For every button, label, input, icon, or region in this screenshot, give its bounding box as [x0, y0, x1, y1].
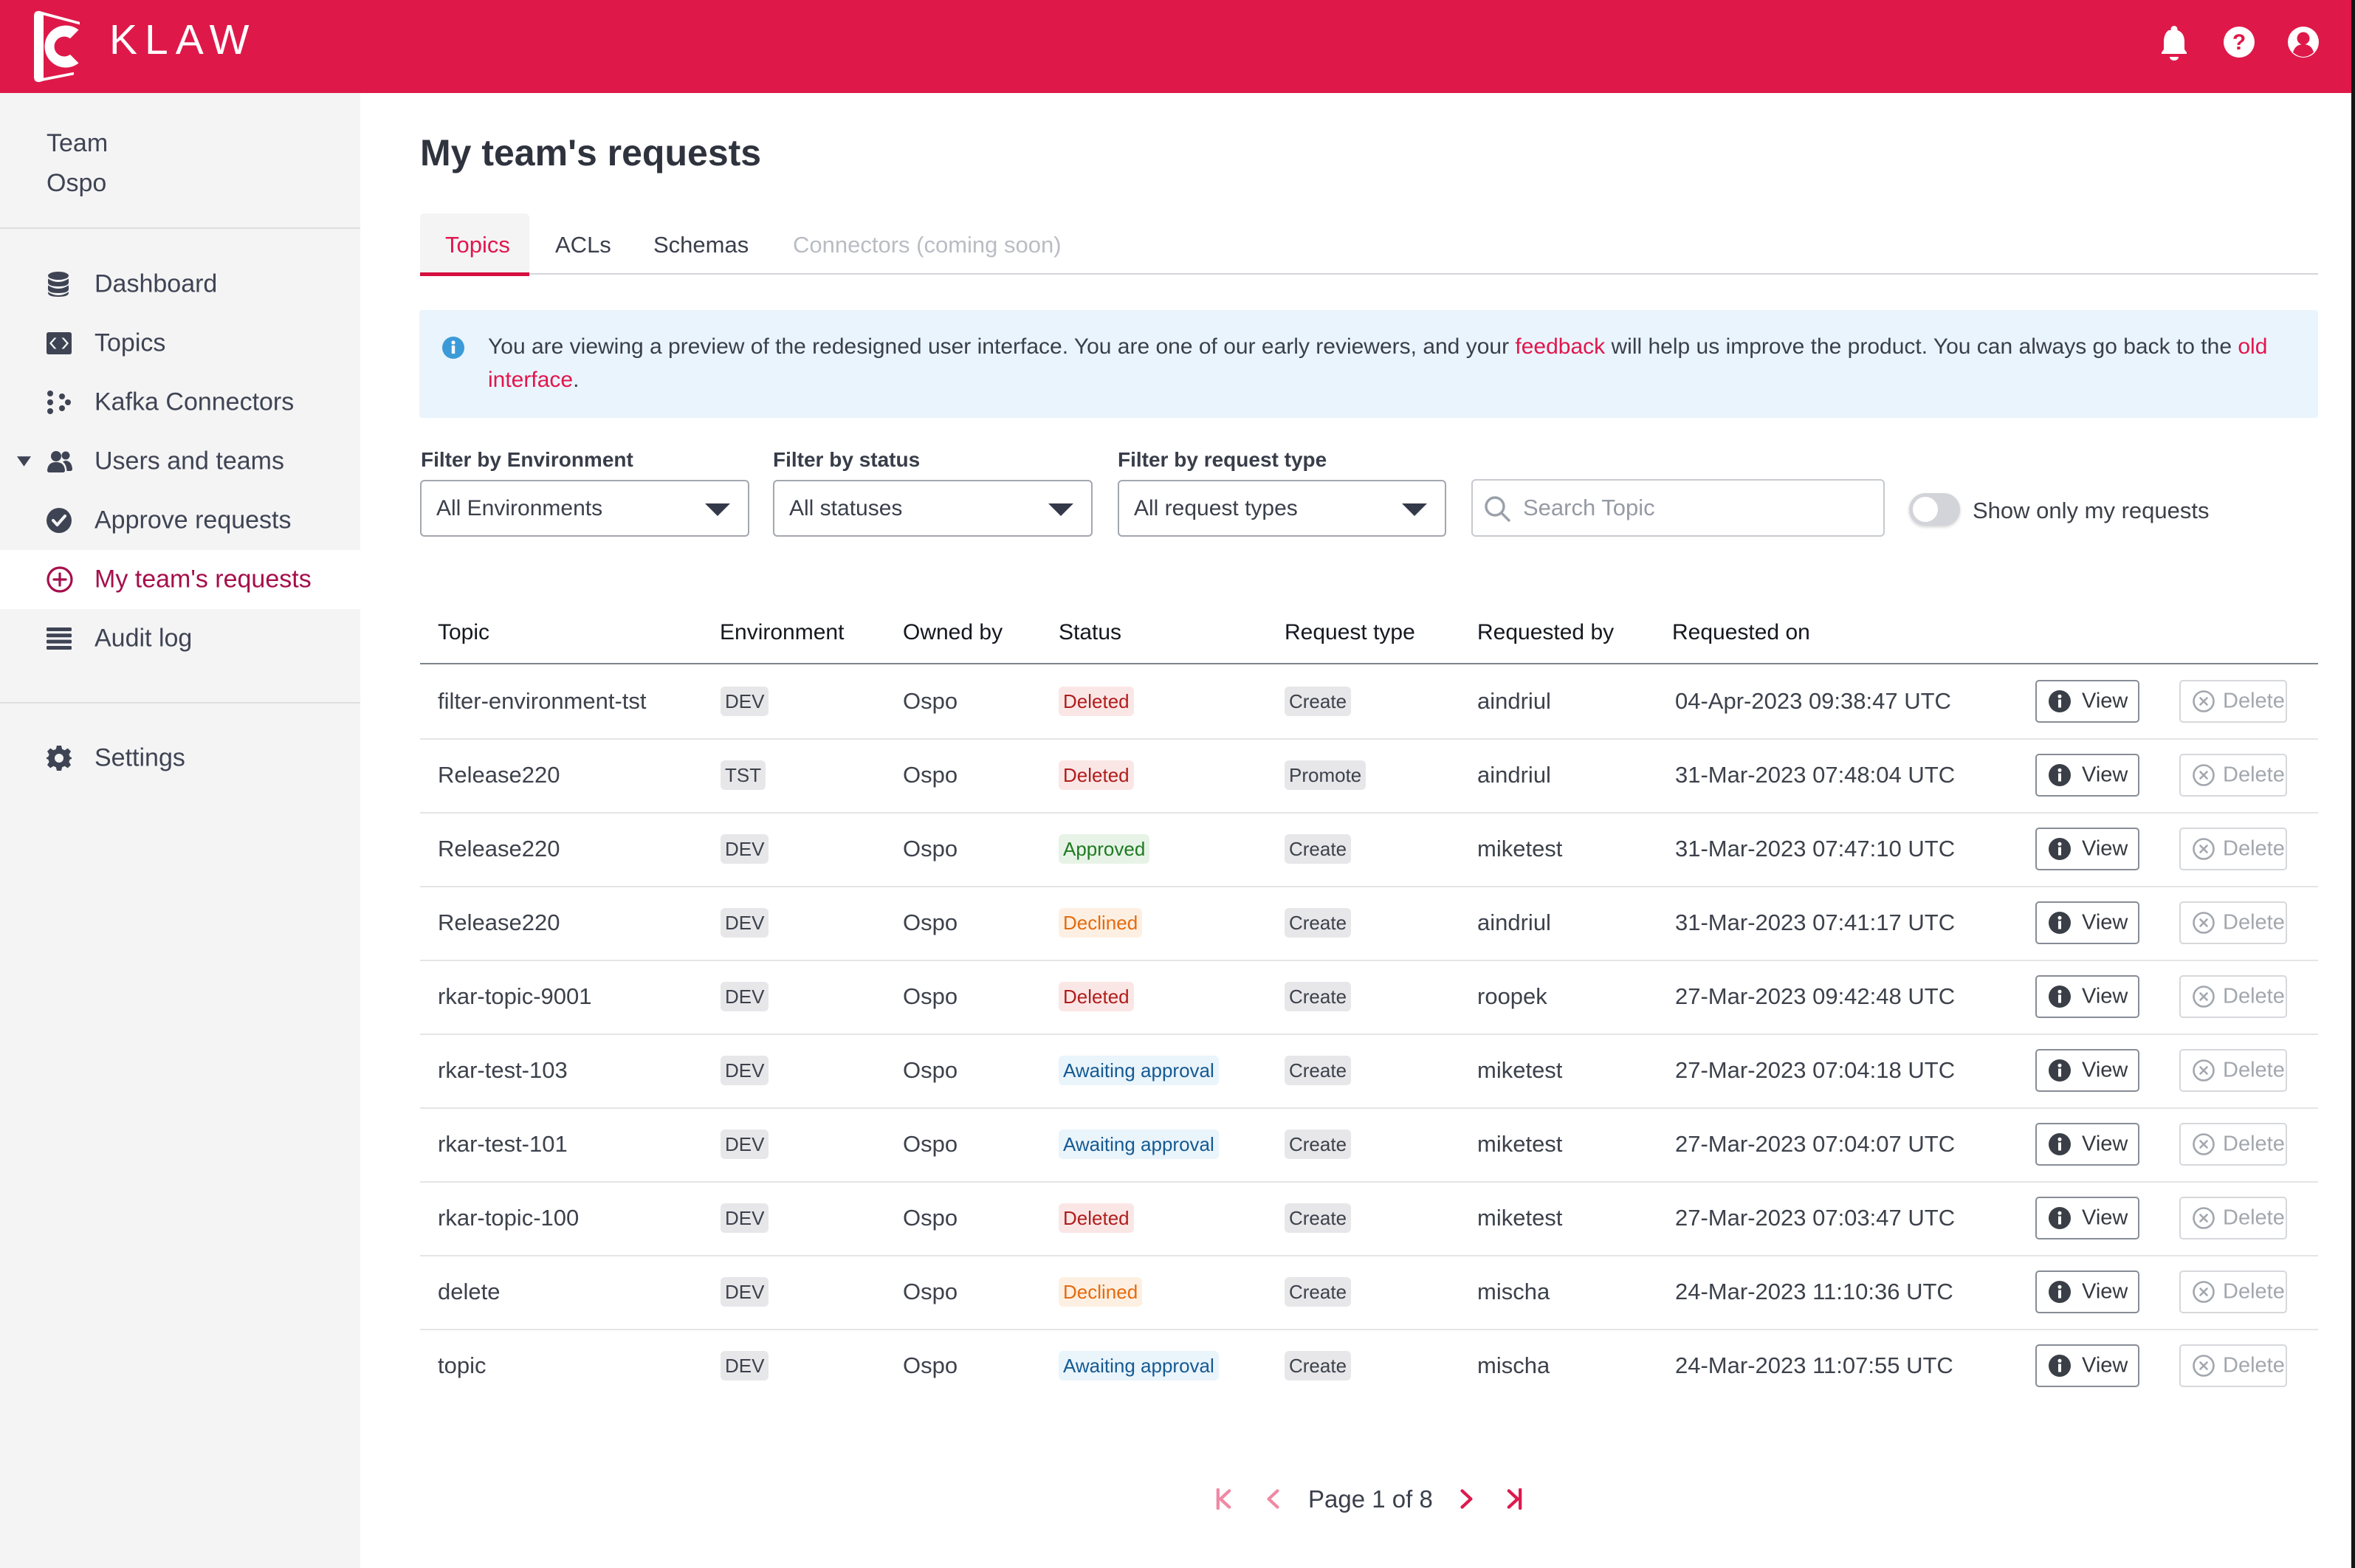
- svg-text:?: ?: [2232, 30, 2246, 55]
